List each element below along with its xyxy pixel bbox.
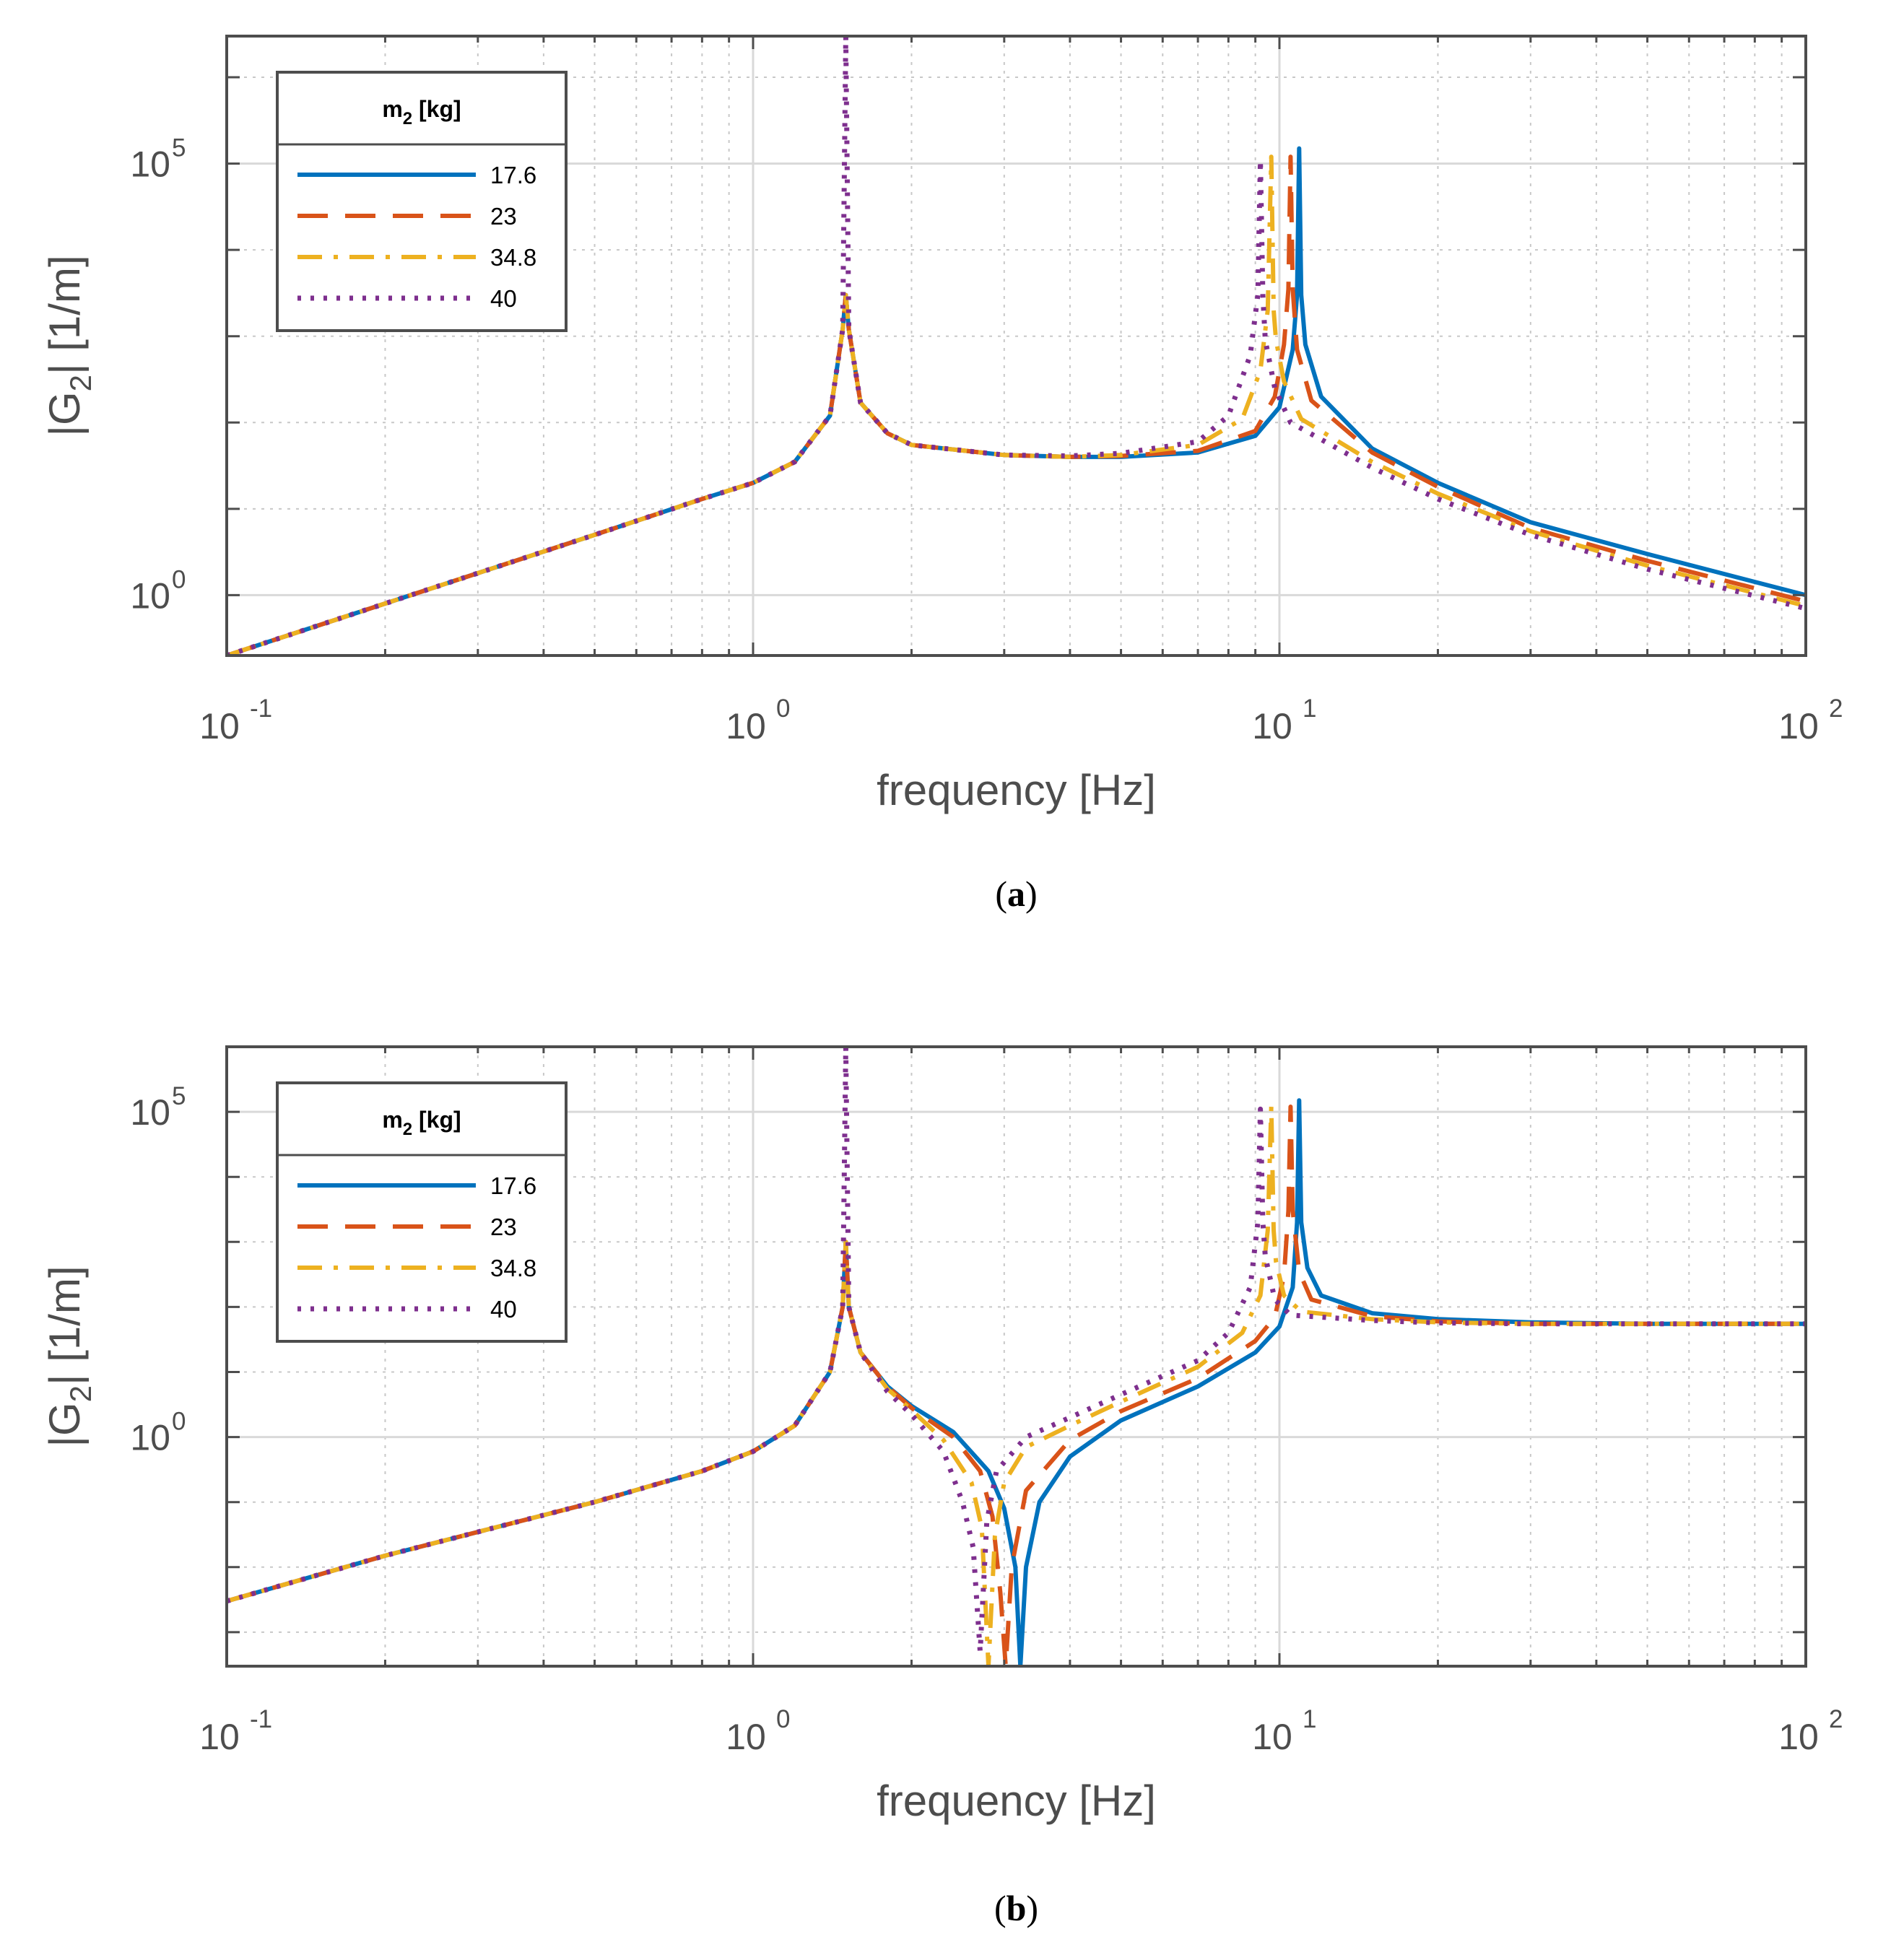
x-tick-label-exponent: -1 bbox=[250, 694, 272, 723]
y-tick-label: 10 bbox=[130, 144, 170, 185]
x-tick-label-exponent: 1 bbox=[1303, 694, 1316, 723]
x-tick-label-exponent: 1 bbox=[1303, 1705, 1316, 1733]
y-tick-label: 10 bbox=[130, 575, 170, 616]
x-tick-label: 10 bbox=[199, 1717, 240, 1757]
x-tick-label: 10 bbox=[1778, 706, 1819, 746]
plot-frame-a bbox=[225, 35, 1807, 657]
axis-ticks-b: 10 -1 10 0 10 1 10 210 010 5 bbox=[130, 1045, 1843, 1757]
caption-letter: a bbox=[1007, 874, 1025, 914]
y-tick-label-exponent: 5 bbox=[172, 1082, 186, 1110]
y-tick-label: 10 bbox=[130, 1092, 170, 1133]
x-tick-label: 10 bbox=[726, 706, 766, 746]
y-tick-label-exponent: 5 bbox=[172, 134, 186, 162]
x-tick-label: 10 bbox=[1778, 1717, 1819, 1757]
chart-panel-a: 10 -1 10 0 10 1 10 210 010 5 frequency [Hz] |G2| … bbox=[40, 35, 1843, 914]
y-axis-label-b: |G2| [1/m] bbox=[40, 1266, 97, 1447]
caption-b: (b) bbox=[994, 1888, 1038, 1928]
legend-title: m2 [kg] bbox=[382, 1107, 461, 1139]
x-tick-label-exponent: 0 bbox=[776, 694, 790, 723]
plot-frame-b bbox=[225, 1045, 1807, 1668]
caption-letter: b bbox=[1007, 1888, 1027, 1928]
legend-box bbox=[276, 1081, 568, 1343]
legend-entry-label: 23 bbox=[490, 203, 517, 230]
axis-ticks-a: 10 -1 10 0 10 1 10 210 010 5 bbox=[130, 36, 1843, 746]
x-tick-label: 10 bbox=[199, 706, 240, 746]
legend-entry-label: 40 bbox=[490, 285, 517, 312]
legend-entry-label: 40 bbox=[490, 1296, 517, 1323]
x-tick-label-exponent: 2 bbox=[1829, 1705, 1843, 1733]
legend-a: m2 [kg] 17.6 23 34.8 40 bbox=[276, 71, 568, 332]
y-tick-label-exponent: 0 bbox=[172, 565, 186, 593]
series-line-40 bbox=[227, 1047, 1806, 1655]
y-tick-label: 10 bbox=[130, 1418, 170, 1458]
legend-b: m2 [kg] 17.6 23 34.8 40 bbox=[276, 1081, 568, 1343]
x-tick-label-exponent: 0 bbox=[776, 1705, 790, 1733]
series-line-34-8 bbox=[227, 154, 1806, 655]
series-line-34-8 bbox=[227, 1105, 1806, 1666]
series-group-a bbox=[227, 36, 1806, 655]
x-axis-label-a: frequency [Hz] bbox=[877, 766, 1156, 814]
y-tick-label-exponent: 0 bbox=[172, 1408, 186, 1436]
chart-panel-b: 10 -1 10 0 10 1 10 210 010 5 frequency [Hz] |G2| … bbox=[40, 1045, 1843, 1928]
legend-entry-label: 34.8 bbox=[490, 244, 536, 271]
caption-a: (a) bbox=[995, 874, 1037, 914]
x-tick-label-exponent: 2 bbox=[1829, 694, 1843, 723]
x-tick-label: 10 bbox=[1252, 1717, 1292, 1757]
legend-entry-label: 34.8 bbox=[490, 1255, 536, 1281]
legend-entry-label: 23 bbox=[490, 1214, 517, 1240]
legend-title: m2 [kg] bbox=[382, 96, 461, 129]
legend-entry-label: 17.6 bbox=[490, 162, 536, 188]
legend-entry-label: 17.6 bbox=[490, 1172, 536, 1199]
x-tick-label: 10 bbox=[726, 1717, 766, 1757]
y-axis-label-a: |G2| [1/m] bbox=[40, 255, 97, 436]
x-axis-label-b: frequency [Hz] bbox=[877, 1777, 1156, 1825]
legend-box bbox=[276, 71, 568, 332]
x-tick-label: 10 bbox=[1252, 706, 1292, 746]
series-group-b bbox=[227, 1047, 1806, 1666]
x-tick-label-exponent: -1 bbox=[250, 1705, 272, 1733]
